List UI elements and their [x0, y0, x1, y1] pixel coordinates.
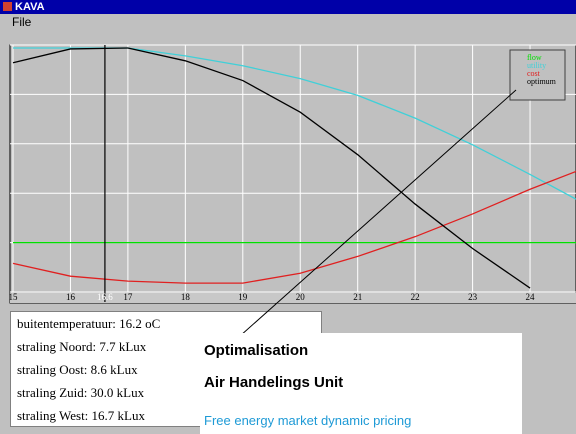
info-line: straling Oost: 8.6 kLux — [17, 362, 138, 377]
x-axis-strip — [10, 293, 576, 303]
overlay-title: Optimalisation — [204, 342, 309, 359]
info-line: straling Noord: 7.7 kLux — [17, 339, 147, 354]
info-line: straling Zuid: 30.0 kLux — [17, 385, 145, 400]
x-tick-label: 19 — [238, 292, 248, 302]
x-tick-label: 18 — [181, 292, 191, 302]
legend-entry: utility — [527, 61, 546, 70]
window-title: KAVA — [15, 1, 45, 13]
overlay-box: Optimalisation Air Handelings Unit Free … — [200, 333, 522, 434]
legend-entry: cost — [527, 69, 541, 78]
info-line: buitentemperatuur: 16.2 oC — [17, 316, 161, 331]
app-icon — [3, 2, 12, 11]
legend-box — [509, 49, 566, 101]
marker-label: 16.6 — [97, 292, 113, 302]
x-tick-label: 21 — [353, 292, 362, 302]
legend-entry: optimum — [527, 77, 557, 86]
x-tick-label: 17 — [123, 292, 133, 302]
legend-entry: flow — [527, 53, 542, 62]
x-tick-label: 23 — [468, 292, 478, 302]
menu-file[interactable]: File — [12, 15, 32, 29]
menu-bar: File — [0, 14, 576, 30]
plot-background — [9, 44, 576, 304]
title-bar: KAVA — [0, 0, 576, 14]
x-tick-label: 24 — [526, 292, 536, 302]
info-line: straling West: 16.7 kLux — [17, 408, 145, 423]
x-tick-label: 16 — [66, 292, 76, 302]
x-tick-label: 20 — [296, 292, 306, 302]
overlay-subtitle: Air Handelings Unit — [204, 374, 344, 391]
overlay-tagline: Free energy market dynamic pricing — [204, 413, 412, 428]
x-tick-label: 22 — [411, 292, 420, 302]
x-tick-label: 15 — [9, 292, 19, 302]
chart: 15 16 17 18 19 20 21 22 23 24 16.6 flowutilitycosto… — [9, 44, 576, 304]
